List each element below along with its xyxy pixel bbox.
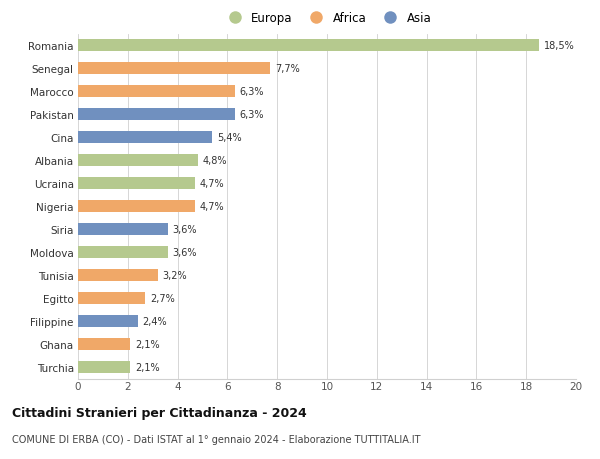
Text: 2,1%: 2,1%	[135, 362, 160, 372]
Text: 2,4%: 2,4%	[143, 316, 167, 326]
Text: 3,2%: 3,2%	[163, 270, 187, 280]
Text: 2,1%: 2,1%	[135, 339, 160, 349]
Text: 5,4%: 5,4%	[217, 133, 242, 143]
Text: 6,3%: 6,3%	[240, 110, 265, 120]
Bar	[78, 315, 138, 328]
Text: Cittadini Stranieri per Cittadinanza - 2024: Cittadini Stranieri per Cittadinanza - 2…	[12, 406, 307, 419]
Bar	[78, 154, 197, 167]
Text: COMUNE DI ERBA (CO) - Dati ISTAT al 1° gennaio 2024 - Elaborazione TUTTITALIA.IT: COMUNE DI ERBA (CO) - Dati ISTAT al 1° g…	[12, 434, 421, 444]
Bar	[78, 108, 235, 121]
Text: 6,3%: 6,3%	[240, 87, 265, 97]
Legend: Europa, Africa, Asia: Europa, Africa, Asia	[223, 12, 431, 25]
Bar	[78, 338, 130, 351]
Text: 4,7%: 4,7%	[200, 179, 224, 189]
Bar	[78, 292, 145, 305]
Bar	[78, 246, 167, 259]
Text: 3,6%: 3,6%	[173, 224, 197, 235]
Bar	[78, 200, 195, 213]
Bar	[78, 62, 270, 75]
Text: 4,8%: 4,8%	[203, 156, 227, 166]
Bar	[78, 177, 195, 190]
Bar	[78, 131, 212, 144]
Bar	[78, 269, 158, 282]
Bar	[78, 85, 235, 98]
Text: 2,7%: 2,7%	[150, 293, 175, 303]
Bar	[78, 223, 167, 236]
Bar	[78, 39, 539, 52]
Text: 7,7%: 7,7%	[275, 64, 299, 74]
Text: 3,6%: 3,6%	[173, 247, 197, 257]
Bar	[78, 361, 130, 374]
Text: 4,7%: 4,7%	[200, 202, 224, 212]
Text: 18,5%: 18,5%	[544, 41, 574, 51]
